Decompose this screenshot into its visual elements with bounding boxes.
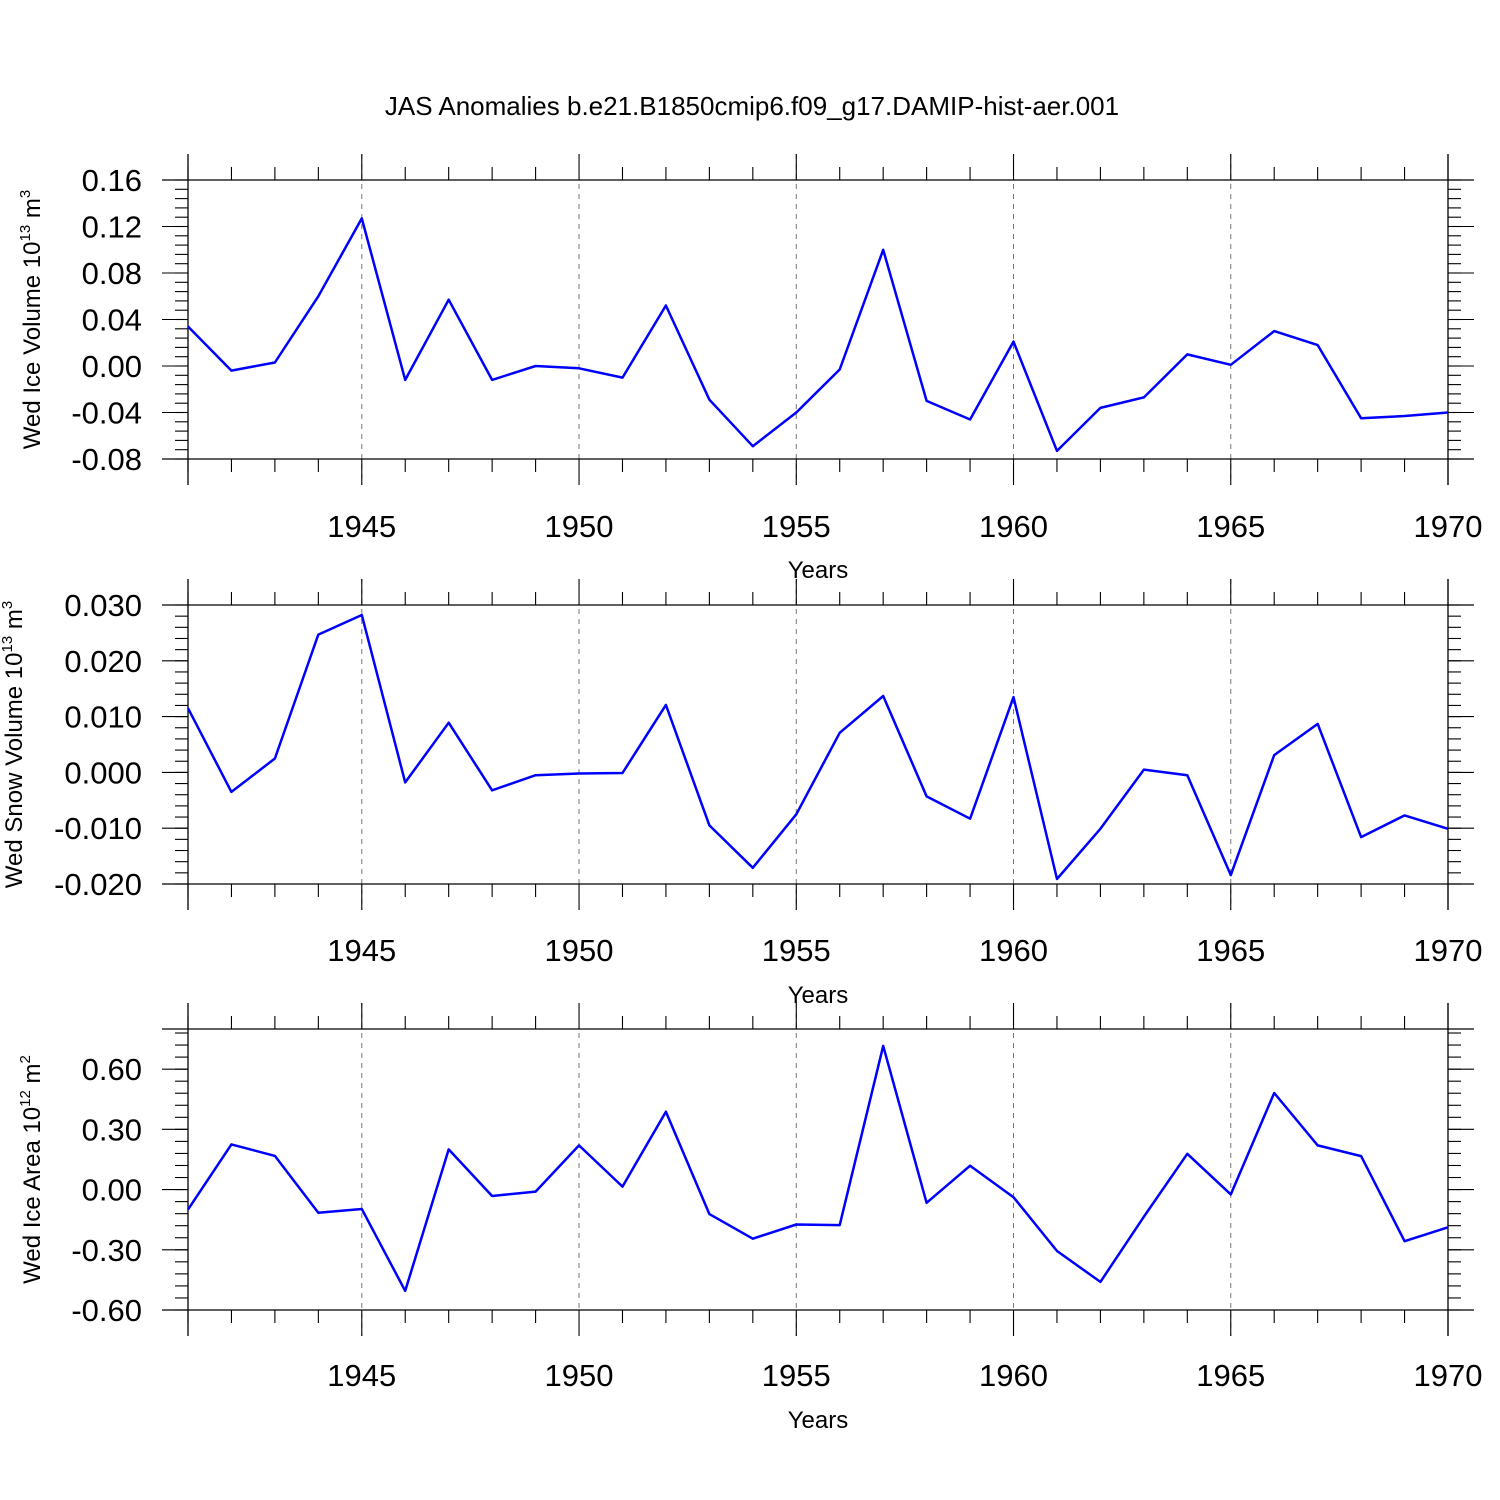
y-tick-label: -0.08 [71,442,142,477]
panel-3: -0.60 -0.30 0.00 0.30 0.60 1945 1950 1955 1960 19… [17,1003,1482,1434]
x-axis-label: Years [788,1407,849,1434]
y-tick-label: 0.010 [64,700,142,735]
y-tick-label: 0.12 [82,210,142,245]
x-tick-label: 1955 [762,933,831,968]
y-axis-label: Wed Snow Volume 1013 m3 [0,601,28,888]
x-axis-label: Years [788,557,849,584]
y-tick-label: -0.04 [71,396,142,431]
x-tick-label: 1955 [762,509,831,544]
y-tick-label: 0.08 [82,256,142,291]
x-tick-label: 1950 [545,933,614,968]
x-tick-label: 1950 [545,509,614,544]
y-tick-label: 0.000 [64,755,142,790]
y-tick-label: 0.00 [82,349,142,384]
y-tick-label: 0.16 [82,163,142,198]
x-tick-label: 1965 [1196,933,1265,968]
y-tick-label: 0.030 [64,588,142,623]
x-tick-label: 1970 [1414,509,1483,544]
x-tick-label: 1965 [1196,509,1265,544]
x-tick-label: 1960 [979,933,1048,968]
y-tick-label: -0.010 [54,811,142,846]
x-tick-label: 1950 [545,1358,614,1393]
x-tick-label: 1960 [979,509,1048,544]
y-tick-label: -0.60 [71,1293,142,1328]
chart-title: JAS Anomalies b.e21.B1850cmip6.f09_g17.D… [385,91,1119,121]
y-tick-label: 0.04 [82,303,142,338]
y-tick-label: -0.020 [54,867,142,902]
x-tick-label: 1970 [1414,933,1483,968]
series-line [187,217,1449,453]
y-tick-label: 0.30 [82,1112,142,1147]
y-axis-label: Wed Ice Volume 1013 m3 [17,190,46,449]
y-axis-label: Wed Ice Area 1012 m2 [17,1055,46,1284]
x-tick-label: 1945 [327,933,396,968]
x-tick-label: 1960 [979,1358,1048,1393]
y-tick-label: 0.60 [82,1052,142,1087]
y-tick-label: 0.020 [64,644,142,679]
x-tick-label: 1945 [327,509,396,544]
x-tick-label: 1965 [1196,1358,1265,1393]
series-line [186,613,1449,881]
y-tick-label: 0.00 [82,1173,142,1208]
panel-2: -0.020 -0.010 0.000 0.010 0.020 0.030 1945 1950… [0,579,1482,1009]
y-tick-label: -0.30 [71,1233,142,1268]
x-axis-label: Years [788,982,849,1009]
x-tick-label: 1955 [762,1358,831,1393]
panel-1: -0.08 -0.04 0.00 0.04 0.08 0.12 0.16 1945 1950 19… [17,154,1482,584]
series-line [186,1044,1449,1293]
x-tick-label: 1945 [327,1358,396,1393]
x-tick-label: 1970 [1414,1358,1483,1393]
